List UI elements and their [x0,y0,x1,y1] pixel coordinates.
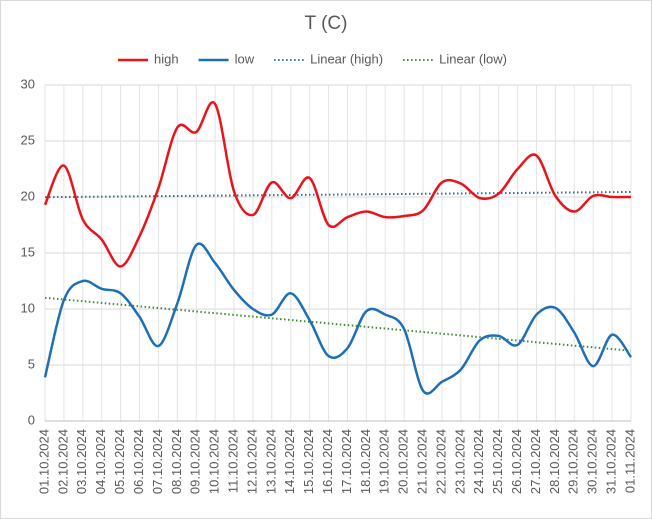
y-tick-label: 5 [28,356,35,371]
legend-label: Linear (high) [310,51,383,66]
x-tick-label: 14.10.2024 [282,429,297,494]
x-tick-label: 01.10.2024 [36,429,51,494]
x-tick-label: 20.10.2024 [396,429,411,494]
y-tick-label: 20 [21,188,35,203]
x-tick-label: 31.10.2024 [604,429,619,494]
x-tick-label: 23.10.2024 [452,429,467,494]
x-tick-label: 01.11.2024 [622,429,637,493]
x-tick-label: 24.10.2024 [471,429,486,494]
chart-title: T (C) [305,13,348,34]
y-tick-label: 15 [21,244,35,259]
x-tick-label: 19.10.2024 [377,429,392,494]
x-tick-label: 13.10.2024 [263,429,278,494]
legend-label: Linear (low) [439,51,507,66]
x-tick-label: 08.10.2024 [169,429,184,494]
x-tick-label: 05.10.2024 [112,429,127,494]
x-tick-label: 15.10.2024 [301,429,316,494]
x-tick-label: 21.10.2024 [415,429,430,494]
y-tick-label: 0 [28,412,35,427]
line-series [43,100,632,268]
x-tick-label: 02.10.2024 [55,429,70,494]
x-tick-label: 10.10.2024 [207,429,222,494]
y-tick-label: 10 [21,300,35,315]
trendline [44,190,632,199]
x-tick-label: 26.10.2024 [509,429,524,494]
legend-label: low [235,51,255,66]
legend-label: high [154,51,179,66]
x-tick-label: 09.10.2024 [188,429,203,494]
x-tick-label: 27.10.2024 [528,429,543,494]
x-tick-label: 07.10.2024 [150,429,165,494]
x-tick-label: 12.10.2024 [244,429,259,494]
x-tick-label: 25.10.2024 [490,429,505,494]
y-tick-label: 30 [21,76,35,91]
x-tick-label: 11.10.2024 [225,429,240,493]
x-tick-label: 18.10.2024 [358,429,373,494]
x-tick-label: 22.10.2024 [433,429,448,494]
line-series [43,242,633,395]
x-tick-label: 28.10.2024 [547,429,562,494]
y-tick-label: 25 [21,132,35,147]
x-tick-label: 06.10.2024 [131,429,146,494]
x-tick-label: 16.10.2024 [320,429,335,494]
x-tick-label: 30.10.2024 [585,429,600,494]
x-tick-label: 03.10.2024 [74,429,89,494]
x-tick-label: 29.10.2024 [566,429,581,494]
x-tick-label: 04.10.2024 [93,429,108,494]
x-tick-label: 17.10.2024 [339,429,354,494]
